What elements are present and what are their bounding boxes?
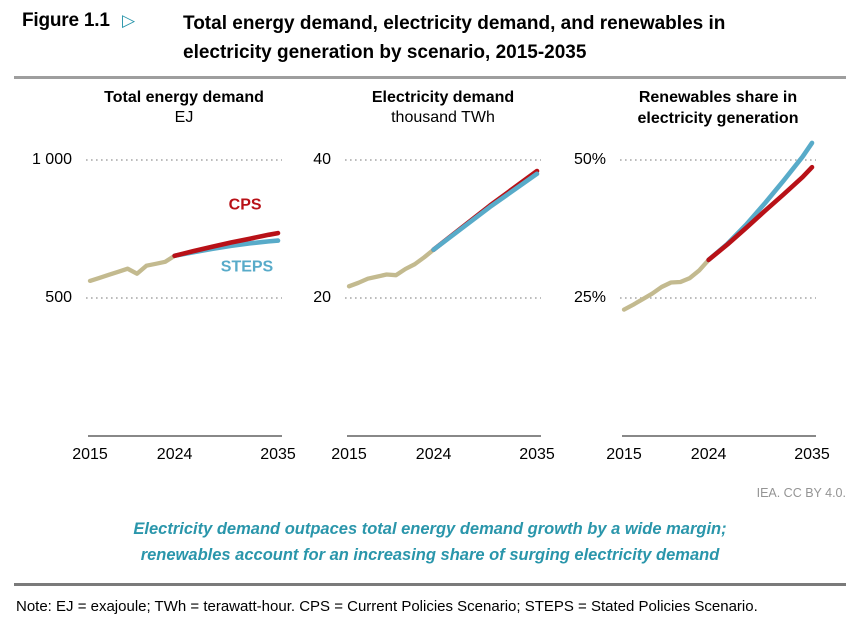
chart-canvas	[620, 140, 816, 437]
cps-series-label: CPS	[229, 197, 262, 214]
chart-title: Electricity demand	[371, 89, 515, 106]
figure-note: Note: EJ = exajoule; TWh = terawatt-hour…	[16, 598, 758, 615]
chart-canvas	[345, 159, 541, 437]
series-line-steps	[431, 171, 540, 252]
chart-electricity-demand: Electricity demand thousand TWh 40 20 2015…	[279, 85, 555, 471]
x-tick-label: 2035	[519, 446, 555, 463]
series-line-cps	[706, 164, 815, 263]
license-credit: IEA. CC BY 4.0.	[756, 486, 846, 500]
y-tick-label: 500	[45, 289, 72, 306]
series-line-cps	[172, 230, 281, 259]
y-tick-label: 40	[313, 151, 331, 168]
y-tick-label: 1 000	[31, 151, 72, 168]
y-tick-label: 50%	[573, 151, 606, 168]
plot-area: CPS STEPS	[86, 140, 282, 440]
figure-number: Figure 1.1	[22, 10, 110, 31]
y-tick-label: 25%	[573, 289, 606, 306]
x-tick-label: 2024	[156, 446, 193, 463]
plot-area	[345, 140, 541, 440]
figure-title-line1: Total energy demand, electricity demand,…	[183, 13, 726, 34]
chart-title: Renewables share in electricity generati…	[637, 89, 799, 127]
steps-series-label: STEPS	[221, 259, 274, 276]
chart-title: Total energy demand	[104, 89, 264, 106]
series-line-historical	[346, 247, 436, 289]
y-tick-label: 20	[313, 289, 331, 306]
chart-total-energy-demand: Total energy demand EJ CPS STEPS 1 000 500…	[20, 85, 296, 471]
figure-caption: Electricity demand outpaces total energy…	[0, 516, 860, 568]
chart-canvas: CPS STEPS	[86, 159, 282, 437]
x-tick-label: 2015	[331, 446, 367, 463]
x-tick-label: 2024	[690, 446, 727, 463]
caption-line1: Electricity demand outpaces total energy…	[133, 520, 727, 538]
chart-unit: thousand TWh	[391, 109, 495, 126]
chart-unit: EJ	[174, 109, 194, 126]
footer-divider	[14, 583, 846, 586]
figure-arrow-icon: ▷	[122, 11, 136, 30]
figure-title: Total energy demand, electricity demand,…	[183, 9, 823, 67]
figure-title-line2: electricity generation by scenario, 2015…	[183, 42, 587, 63]
x-tick-label: 2035	[794, 446, 830, 463]
x-tick-label: 2035	[260, 446, 296, 463]
x-tick-label: 2015	[606, 446, 642, 463]
header-divider	[14, 76, 846, 79]
x-tick-label: 2024	[415, 446, 452, 463]
x-tick-label: 2015	[72, 446, 108, 463]
series-line-historical	[621, 257, 711, 312]
chart-renewables-share: Renewables share in electricity generati…	[554, 85, 830, 471]
plot-area	[620, 140, 816, 440]
series-line-historical	[87, 253, 177, 284]
caption-line2: renewables account for an increasing sha…	[140, 546, 720, 564]
